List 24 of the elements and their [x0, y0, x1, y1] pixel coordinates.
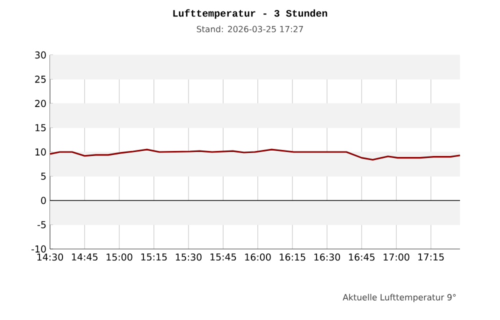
x-tick-label: 15:30 — [176, 254, 202, 261]
chart-title: Lufttemperatur - 3 Stunden — [173, 9, 328, 19]
x-tick-label: 16:15 — [280, 254, 306, 261]
x-tick-label: 15:15 — [141, 254, 167, 261]
y-tick-label: 0 — [41, 196, 46, 204]
y-tick-label: 30 — [35, 51, 46, 59]
x-tick-label: 14:45 — [72, 254, 98, 261]
x-tick-label: 16:00 — [245, 254, 271, 261]
x-tick-label: 16:45 — [349, 254, 374, 261]
x-tick-label: 16:30 — [314, 254, 340, 261]
y-tick-label: 25 — [35, 76, 46, 83]
x-tick-label: 15:45 — [210, 254, 236, 261]
y-tick-label: 5 — [41, 172, 46, 180]
text: Aktuelle Lufttemperatur 9° — [342, 294, 456, 302]
chart-subtitle: Stand: 2026-03-25 17:27 — [196, 26, 303, 32]
y-tick-label: -10 — [31, 245, 46, 253]
y-tick-label: 15 — [35, 124, 46, 132]
x-tick-label: 15:00 — [106, 254, 132, 261]
y-tick-label: 20 — [35, 100, 46, 108]
x-tick-label: 17:00 — [384, 254, 410, 261]
y-tick-label: -5 — [38, 221, 46, 228]
y-tick-label: 10 — [35, 148, 46, 156]
x-tick-label: 14:30 — [37, 254, 64, 261]
x-tick-label: 17:15 — [418, 254, 444, 261]
